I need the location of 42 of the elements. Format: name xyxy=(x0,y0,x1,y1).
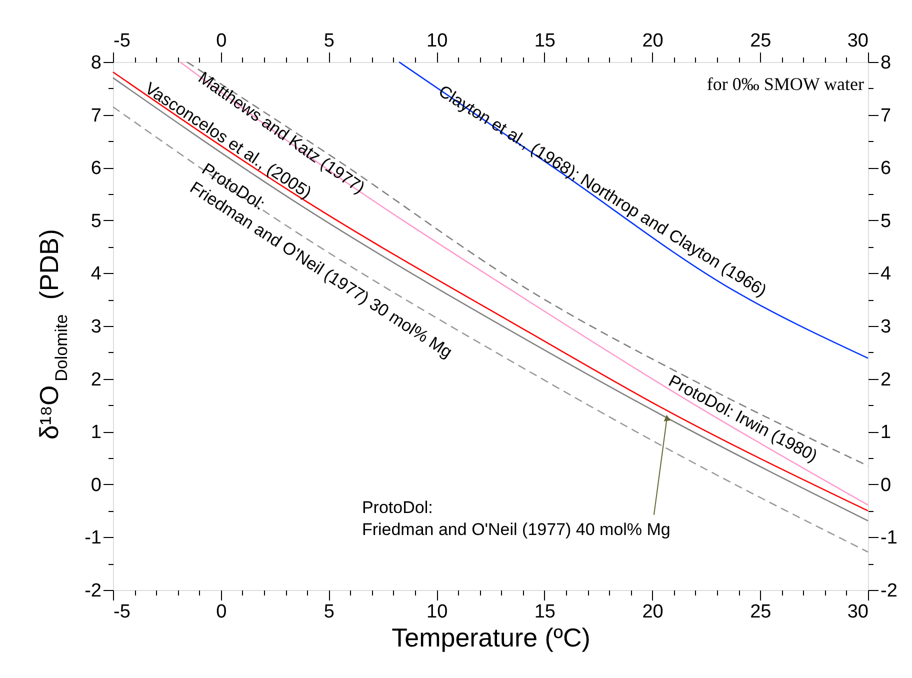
x-tick-label: 20 xyxy=(642,602,664,622)
annotation: ProtoDol: Friedman and O'Neil (1977) 40 mol% Mg xyxy=(362,498,670,539)
y2-tick-label: -1 xyxy=(880,528,898,549)
y-tick-label: 2 xyxy=(90,369,102,390)
y2-tick-label: 2 xyxy=(880,369,892,390)
x2-tick-label: 5 xyxy=(324,30,335,52)
x-tick-label: 30 xyxy=(847,602,868,622)
y-tick-label: 7 xyxy=(90,105,102,126)
x-tick-label: 0 xyxy=(216,602,227,622)
y-tick-label: 4 xyxy=(90,264,102,285)
y2-tick-label: -2 xyxy=(880,580,898,602)
x2-tick-label: 10 xyxy=(426,30,448,52)
y-tick-label: 3 xyxy=(90,316,102,338)
y-tick-label: -1 xyxy=(84,528,102,549)
x2-tick-label: -5 xyxy=(114,30,130,52)
y-tick-label: 6 xyxy=(90,158,102,180)
y-tick-label: 1 xyxy=(90,422,102,444)
y-tick-label: -2 xyxy=(84,580,102,602)
x-tick-label: -5 xyxy=(114,602,130,622)
x2-tick-label: 0 xyxy=(216,30,227,52)
y-tick-label: 8 xyxy=(90,52,102,74)
y2-tick-label: 5 xyxy=(880,210,892,232)
y2-tick-label: 4 xyxy=(880,264,892,285)
x-tick-label: 15 xyxy=(534,602,556,622)
y-tick-label: 5 xyxy=(90,210,102,232)
x2-tick-label: 20 xyxy=(642,30,664,52)
y2-tick-label: 8 xyxy=(880,52,892,74)
annotation: for 0‰ SMOW water xyxy=(706,74,864,94)
x-tick-label: 5 xyxy=(324,602,335,622)
y2-tick-label: 1 xyxy=(880,422,892,444)
y2-tick-label: 0 xyxy=(880,474,892,496)
y-axis-title: δ¹⁸ODolomite (PDB) xyxy=(34,228,71,440)
x-tick-label: 25 xyxy=(750,602,772,622)
y2-tick-label: 6 xyxy=(880,158,892,180)
y2-tick-label: 3 xyxy=(880,316,892,338)
x2-tick-label: 15 xyxy=(534,30,556,52)
y-tick-label: 0 xyxy=(90,474,102,496)
y2-tick-label: 7 xyxy=(880,105,892,126)
x2-tick-label: 30 xyxy=(847,30,868,52)
x-tick-label: 10 xyxy=(426,602,448,622)
x-axis-title: Temperature (ºC) xyxy=(392,622,590,652)
x2-tick-label: 25 xyxy=(750,30,772,52)
